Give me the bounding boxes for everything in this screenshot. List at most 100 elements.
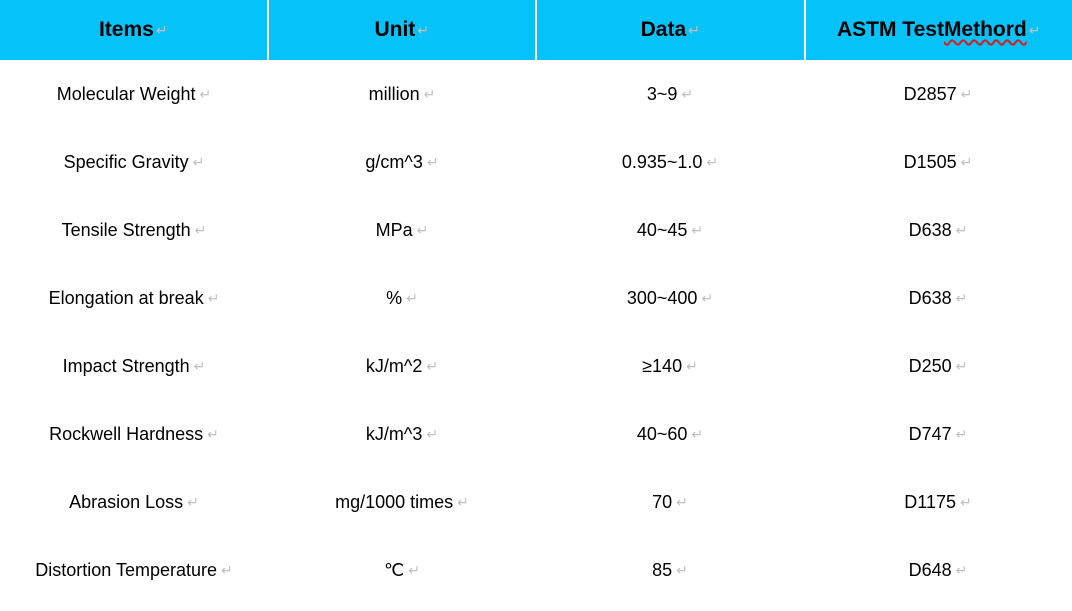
cell-text: ℃ bbox=[384, 560, 404, 581]
cell-method: D747↵ bbox=[804, 424, 1072, 445]
cell-text: 40~45 bbox=[637, 220, 688, 241]
paragraph-mark-icon: ↵ bbox=[207, 426, 219, 443]
cell-method: D638↵ bbox=[804, 220, 1072, 241]
cell-unit: g/cm^3 ↵ bbox=[268, 152, 536, 173]
paragraph-mark-icon: ↵ bbox=[686, 358, 698, 375]
cell-unit: kJ/m^2↵ bbox=[268, 356, 536, 377]
cell-data: ≥140↵ bbox=[536, 356, 804, 377]
cell-data: 0.935~1.0↵ bbox=[536, 152, 804, 173]
paragraph-mark-icon: ↵ bbox=[1029, 22, 1041, 39]
cell-method: D1175↵ bbox=[804, 492, 1072, 513]
cell-item: Distortion Temperature↵ bbox=[0, 560, 268, 581]
paragraph-mark-icon: ↵ bbox=[961, 154, 973, 171]
paragraph-mark-icon: ↵ bbox=[427, 154, 439, 171]
cell-text: mg/1000 times bbox=[335, 492, 453, 513]
paragraph-mark-icon: ↵ bbox=[193, 154, 205, 171]
cell-item: Abrasion Loss↵ bbox=[0, 492, 268, 513]
table-row: Abrasion Loss↵mg/1000 times↵70↵D1175↵ bbox=[0, 468, 1072, 536]
cell-text: 0.935~1.0 bbox=[622, 152, 703, 173]
paragraph-mark-icon: ↵ bbox=[956, 562, 968, 579]
paragraph-mark-icon: ↵ bbox=[221, 562, 233, 579]
cell-text: Specific Gravity bbox=[64, 152, 189, 173]
table-row: Specific Gravity↵g/cm^3↵0.935~1.0↵D1505↵ bbox=[0, 128, 1072, 196]
header-text: Data bbox=[641, 18, 687, 42]
cell-text: 70 bbox=[652, 492, 672, 513]
paragraph-mark-icon: ↵ bbox=[956, 358, 968, 375]
paragraph-mark-icon: ↵ bbox=[187, 494, 199, 511]
paragraph-mark-icon: ↵ bbox=[424, 86, 436, 103]
cell-method: D2857↵ bbox=[804, 84, 1072, 105]
paragraph-mark-icon: ↵ bbox=[406, 290, 418, 307]
table-row: Rockwell Hardness↵kJ/m^3↵40~60↵D747↵ bbox=[0, 400, 1072, 468]
paragraph-mark-icon: ↵ bbox=[960, 494, 972, 511]
table-row: Distortion Temperature↵℃↵85↵D648↵ bbox=[0, 536, 1072, 604]
cell-text: Distortion Temperature bbox=[35, 560, 217, 581]
header-text: ASTM Test bbox=[837, 18, 944, 42]
cell-unit: ℃↵ bbox=[268, 560, 536, 581]
paragraph-mark-icon: ↵ bbox=[417, 222, 429, 239]
cell-text: g/cm^3 bbox=[365, 152, 422, 173]
cell-data: 70↵ bbox=[536, 492, 804, 513]
cell-unit: mg/1000 times↵ bbox=[268, 492, 536, 513]
cell-item: Tensile Strength↵ bbox=[0, 220, 268, 241]
table-body: Molecular Weight↵million↵3~9↵D2857↵Speci… bbox=[0, 60, 1072, 604]
table-row: Impact Strength↵kJ/m^2↵≥140↵D250↵ bbox=[0, 332, 1072, 400]
paragraph-mark-icon: ↵ bbox=[676, 494, 688, 511]
paragraph-mark-icon: ↵ bbox=[956, 290, 968, 307]
cell-text: Impact Strength bbox=[63, 356, 190, 377]
cell-data: 40~45↵ bbox=[536, 220, 804, 241]
cell-text: Tensile Strength bbox=[62, 220, 191, 241]
cell-text: D1505 bbox=[904, 152, 957, 173]
paragraph-mark-icon: ↵ bbox=[956, 426, 968, 443]
cell-method: D250↵ bbox=[804, 356, 1072, 377]
header-text: Unit bbox=[374, 18, 415, 42]
cell-text: kJ/m^2 bbox=[366, 356, 422, 377]
cell-text: 40~60 bbox=[637, 424, 688, 445]
table-row: Molecular Weight↵million↵3~9↵D2857↵ bbox=[0, 60, 1072, 128]
cell-text: Rockwell Hardness bbox=[49, 424, 203, 445]
column-header-3: ASTM Test Methord↵ bbox=[806, 0, 1072, 60]
cell-item: Elongation at break↵ bbox=[0, 288, 268, 309]
column-header-1: Unit↵ bbox=[269, 0, 538, 60]
cell-item: Impact Strength↵ bbox=[0, 356, 268, 377]
cell-text: D747 bbox=[909, 424, 952, 445]
paragraph-mark-icon: ↵ bbox=[208, 290, 220, 307]
paragraph-mark-icon: ↵ bbox=[457, 494, 469, 511]
table-row: Tensile Strength↵MPa↵40~45↵D638↵ bbox=[0, 196, 1072, 264]
cell-text: D250 bbox=[909, 356, 952, 377]
cell-data: 40~60↵ bbox=[536, 424, 804, 445]
column-header-0: Items↵ bbox=[0, 0, 269, 60]
cell-data: 300~400↵ bbox=[536, 288, 804, 309]
material-properties-table: Items↵Unit↵Data↵ASTM Test Methord↵ Molec… bbox=[0, 0, 1072, 604]
paragraph-mark-icon: ↵ bbox=[961, 86, 973, 103]
paragraph-mark-icon: ↵ bbox=[200, 86, 212, 103]
paragraph-mark-icon: ↵ bbox=[426, 426, 438, 443]
cell-unit: million↵ bbox=[268, 84, 536, 105]
header-text-misspelled: Methord bbox=[944, 18, 1027, 42]
cell-unit: %↵ bbox=[268, 288, 536, 309]
cell-text: D2857 bbox=[904, 84, 957, 105]
table-row: Elongation at break↵%↵300~400↵D638↵ bbox=[0, 264, 1072, 332]
paragraph-mark-icon: ↵ bbox=[408, 562, 420, 579]
cell-text: 85 bbox=[652, 560, 672, 581]
cell-text: MPa bbox=[376, 220, 413, 241]
paragraph-mark-icon: ↵ bbox=[691, 222, 703, 239]
cell-text: D648 bbox=[909, 560, 952, 581]
cell-text: 3~9 bbox=[647, 84, 678, 105]
paragraph-mark-icon: ↵ bbox=[706, 154, 718, 171]
paragraph-mark-icon: ↵ bbox=[691, 426, 703, 443]
paragraph-mark-icon: ↵ bbox=[956, 222, 968, 239]
cell-item: Molecular Weight↵ bbox=[0, 84, 268, 105]
cell-method: D1505↵ bbox=[804, 152, 1072, 173]
cell-text: Elongation at break bbox=[49, 288, 204, 309]
cell-unit: kJ/m^3↵ bbox=[268, 424, 536, 445]
paragraph-mark-icon: ↵ bbox=[426, 358, 438, 375]
table-header-row: Items↵Unit↵ Data ↵ASTM Test Methord↵ bbox=[0, 0, 1072, 60]
cell-text: D638 bbox=[909, 288, 952, 309]
cell-text: D638 bbox=[909, 220, 952, 241]
paragraph-mark-icon: ↵ bbox=[701, 290, 713, 307]
cell-method: D638↵ bbox=[804, 288, 1072, 309]
cell-item: Rockwell Hardness↵ bbox=[0, 424, 268, 445]
cell-text: D1175 bbox=[904, 492, 956, 513]
cell-text: ≥140 bbox=[642, 356, 682, 377]
